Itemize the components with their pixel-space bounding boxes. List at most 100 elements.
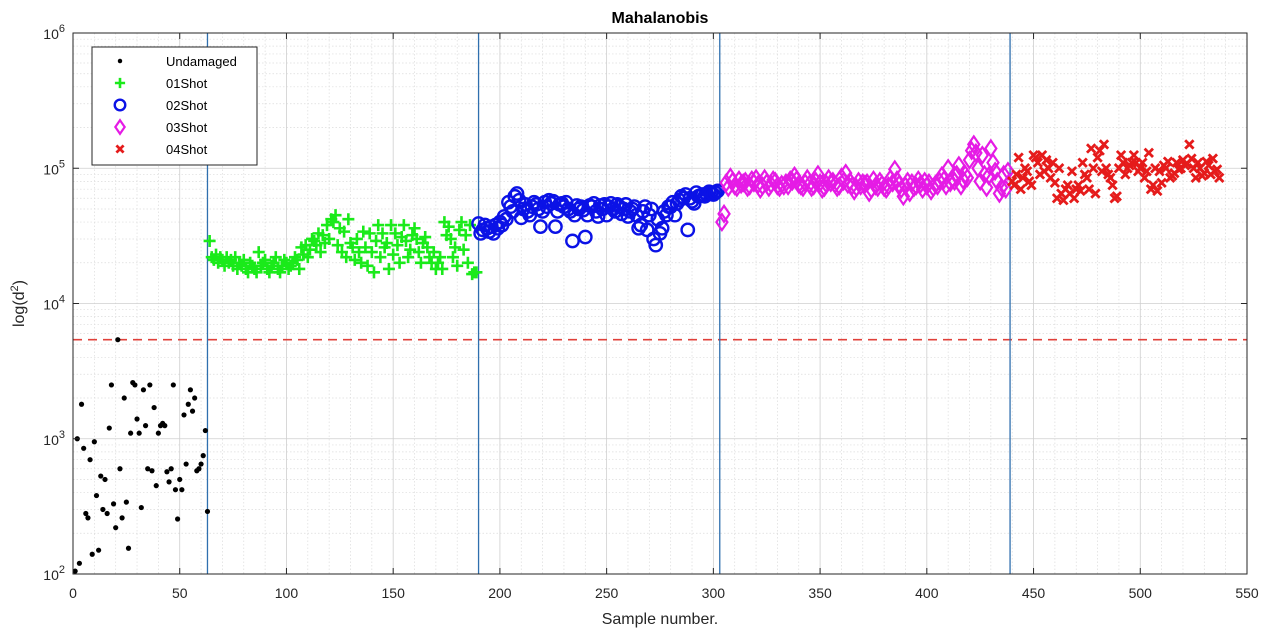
data-point bbox=[1085, 143, 1097, 154]
legend-label: 02Shot bbox=[166, 98, 208, 113]
data-point bbox=[306, 232, 319, 245]
y-axis-label: log(d2) bbox=[9, 280, 28, 327]
data-point bbox=[1081, 172, 1093, 183]
data-point bbox=[140, 387, 147, 393]
data-point bbox=[446, 251, 459, 264]
data-point bbox=[389, 227, 402, 240]
data-point bbox=[960, 167, 975, 188]
data-point bbox=[1190, 172, 1201, 183]
data-point bbox=[310, 239, 323, 252]
data-point bbox=[414, 256, 427, 269]
data-point bbox=[76, 560, 83, 566]
data-point bbox=[427, 246, 440, 259]
data-point bbox=[717, 203, 731, 224]
data-point bbox=[179, 487, 185, 493]
tick-marks bbox=[72, 32, 1248, 575]
data-point bbox=[263, 266, 276, 279]
data-point bbox=[1026, 179, 1037, 191]
data-point bbox=[994, 177, 1009, 198]
data-point bbox=[896, 186, 911, 207]
y-tick-label-base: 10 bbox=[43, 432, 59, 448]
y-tick-label: 103 bbox=[43, 429, 65, 448]
data-point bbox=[577, 229, 593, 245]
data-point bbox=[979, 177, 994, 198]
x-tick-label: 400 bbox=[915, 585, 939, 601]
data-point bbox=[151, 404, 157, 411]
data-point bbox=[1186, 153, 1197, 164]
data-point bbox=[293, 262, 306, 275]
data-point bbox=[110, 501, 117, 507]
data-point bbox=[1105, 172, 1116, 183]
y-tick-label-exponent: 5 bbox=[59, 158, 65, 170]
legend-item: Undamaged bbox=[117, 54, 237, 69]
data-point bbox=[811, 164, 825, 185]
data-point bbox=[402, 251, 415, 264]
data-point bbox=[385, 219, 398, 232]
data-point bbox=[342, 213, 355, 226]
data-point bbox=[1001, 161, 1015, 182]
legend-box bbox=[91, 46, 258, 166]
data-point bbox=[1073, 179, 1084, 191]
series-03shot bbox=[715, 134, 1015, 233]
data-point bbox=[986, 152, 1000, 173]
data-point bbox=[153, 483, 159, 489]
data-point bbox=[637, 199, 653, 215]
y-axis-label-tail: ) bbox=[11, 280, 28, 285]
data-point bbox=[367, 266, 380, 279]
data-point bbox=[1162, 156, 1174, 167]
series-04shot bbox=[1007, 139, 1225, 206]
data-point bbox=[1184, 139, 1195, 150]
data-point bbox=[464, 219, 477, 232]
data-point bbox=[1207, 153, 1219, 164]
data-point bbox=[981, 165, 996, 186]
data-point bbox=[189, 408, 196, 414]
data-point bbox=[185, 401, 191, 407]
data-point bbox=[145, 466, 151, 472]
data-point bbox=[1017, 172, 1029, 183]
x-tick-label: 200 bbox=[488, 585, 512, 601]
data-point bbox=[259, 253, 272, 266]
x-tick-label: 0 bbox=[69, 585, 77, 601]
data-point bbox=[397, 219, 410, 232]
y-tick-label-base: 10 bbox=[43, 297, 59, 313]
data-point bbox=[104, 510, 110, 517]
data-point bbox=[177, 476, 183, 483]
data-point bbox=[1156, 177, 1167, 189]
data-point bbox=[436, 262, 449, 275]
legend-marker-undamaged bbox=[117, 58, 123, 64]
data-point bbox=[83, 510, 89, 517]
series-undamaged bbox=[72, 337, 211, 574]
data-point bbox=[374, 251, 387, 264]
y-tick-label-exponent: 3 bbox=[59, 429, 65, 441]
data-point bbox=[303, 243, 316, 256]
data-point bbox=[387, 248, 400, 261]
data-point bbox=[580, 207, 595, 223]
data-point bbox=[72, 568, 78, 574]
data-point bbox=[1143, 147, 1154, 159]
legend-item: 04Shot bbox=[115, 142, 208, 157]
data-point bbox=[359, 241, 372, 254]
legend-label: 03Shot bbox=[166, 120, 208, 135]
legend-label: Undamaged bbox=[166, 54, 237, 69]
data-point bbox=[174, 516, 181, 522]
data-point bbox=[419, 231, 432, 244]
data-point bbox=[269, 251, 282, 264]
data-point bbox=[142, 423, 149, 429]
legend-marker-03shot bbox=[113, 118, 127, 136]
data-point bbox=[338, 225, 351, 238]
data-point bbox=[470, 266, 483, 279]
data-point bbox=[1092, 152, 1103, 163]
data-point bbox=[975, 145, 990, 166]
data-point bbox=[798, 172, 812, 193]
data-point bbox=[237, 253, 250, 266]
y-tick-label-exponent: 2 bbox=[59, 564, 65, 576]
data-point bbox=[155, 430, 161, 436]
data-point bbox=[346, 241, 359, 254]
data-point bbox=[1049, 177, 1061, 189]
data-point bbox=[78, 401, 85, 407]
y-tick-label: 105 bbox=[43, 158, 65, 177]
x-tick-label: 100 bbox=[275, 585, 299, 601]
data-point bbox=[166, 479, 172, 485]
data-point bbox=[408, 222, 421, 235]
data-point bbox=[370, 234, 383, 247]
